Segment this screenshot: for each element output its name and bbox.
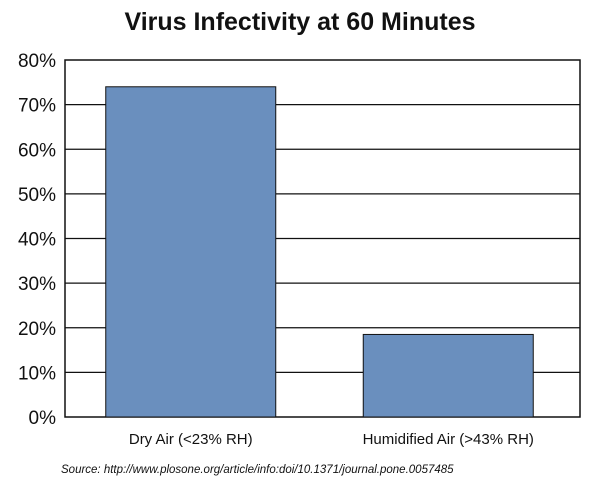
y-tick-label: 10% (18, 363, 56, 384)
source-note: Source: http://www.plosone.org/article/i… (61, 464, 454, 476)
bar (105, 86, 277, 418)
y-tick-label: 40% (18, 230, 56, 251)
y-axis-tick-labels: 0% 10% 20% 30% 40% 50% 60% 70% 80% (18, 51, 56, 429)
y-tick-label: 70% (18, 96, 56, 117)
bar (362, 333, 534, 418)
y-tick-label: 0% (29, 408, 57, 429)
y-tick-label: 60% (18, 140, 56, 161)
x-tick-label: Humidified Air (>43% RH) (363, 431, 534, 448)
y-tick-label: 20% (18, 319, 56, 340)
chart-title: Virus Infectivity at 60 Minutes (124, 8, 476, 36)
x-axis-tick-labels: Dry Air (<23% RH) Humidified Air (>43% RH… (129, 431, 534, 448)
bars (105, 86, 534, 418)
y-tick-label: 30% (18, 274, 56, 295)
x-tick-label: Dry Air (<23% RH) (129, 431, 253, 448)
y-tick-label: 50% (18, 185, 56, 206)
y-tick-label: 80% (18, 51, 56, 72)
